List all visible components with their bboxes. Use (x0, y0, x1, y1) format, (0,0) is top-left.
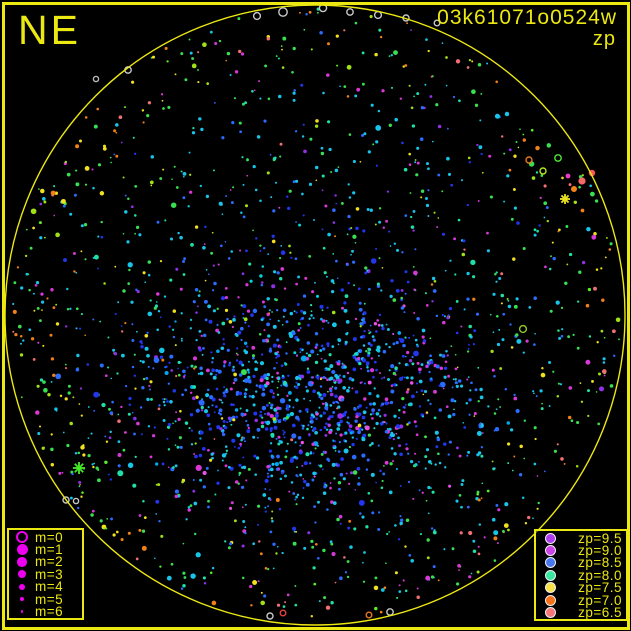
exposure-title: 03k61071o0524w (437, 6, 617, 29)
zeropoint-marker-icon (538, 532, 563, 544)
zeropoint-marker-icon (538, 582, 563, 594)
magnitude-marker-icon (9, 570, 35, 579)
zeropoint-legend: zp=9.5 zp=9.0 zp=8.5 zp=8.0 zp=7.5 zp=7.0 zp=6… (534, 529, 628, 621)
zeropoint-legend-row: zp=7.0 (536, 592, 626, 608)
magnitude-legend-label: m=2 (35, 554, 64, 570)
zeropoint-legend-label: zp=7.0 (578, 592, 622, 608)
zeropoint-legend-label: zp=8.5 (578, 555, 622, 571)
magnitude-legend-label: m=6 (35, 604, 64, 620)
star-points (12, 3, 621, 620)
magnitude-marker-icon (9, 557, 35, 567)
zeropoint-marker-icon (538, 545, 563, 557)
zeropoint-legend-label: zp=9.5 (578, 530, 622, 546)
magnitude-legend-row: m=5 (9, 591, 82, 607)
zeropoint-marker-icon (538, 607, 563, 619)
magnitude-legend-row: m=0 (9, 529, 82, 545)
zeropoint-marker-icon (538, 557, 563, 569)
magnitude-marker-icon (9, 544, 35, 556)
zeropoint-legend-label: zp=6.5 (578, 605, 622, 621)
magnitude-legend-row: m=3 (9, 566, 82, 582)
zeropoint-legend-label: zp=8.0 (578, 567, 622, 583)
zeropoint-marker-icon (538, 569, 563, 581)
zeropoint-legend-row: zp=6.5 (536, 605, 626, 621)
magnitude-marker-icon (9, 610, 35, 613)
magnitude-marker-icon (9, 597, 35, 602)
zeropoint-legend-label: zp=7.5 (578, 580, 622, 596)
magnitude-legend-row: m=4 (9, 579, 82, 595)
zeropoint-legend-row: zp=9.0 (536, 543, 626, 559)
magnitude-legend-row: m=2 (9, 554, 82, 570)
zeropoint-marker-icon (538, 594, 563, 606)
zeropoint-legend-row: zp=7.5 (536, 580, 626, 596)
magnitude-marker-icon (9, 530, 35, 544)
magnitude-marker-icon (9, 583, 35, 590)
zeropoint-legend-row: zp=9.5 (536, 530, 626, 546)
field-boundary-circle (4, 4, 626, 626)
magnitude-legend-label: m=5 (35, 591, 64, 607)
zeropoint-legend-row: zp=8.5 (536, 555, 626, 571)
magnitude-legend-row: m=1 (9, 542, 82, 558)
magnitude-legend-row: m=6 (9, 604, 82, 620)
orientation-label: NE (18, 7, 81, 53)
magnitude-legend-label: m=4 (35, 579, 64, 595)
magnitude-legend-label: m=1 (35, 542, 64, 558)
zeropoint-legend-row: zp=8.0 (536, 567, 626, 583)
zeropoint-legend-label: zp=9.0 (578, 543, 622, 559)
magnitude-legend-label: m=3 (35, 566, 64, 582)
magnitude-legend-label: m=0 (35, 529, 64, 545)
magnitude-legend: m=0 m=1 m=2 m=3 m=4 m=5 m=6 (7, 528, 84, 620)
plot-mode-label: zp (592, 28, 616, 50)
